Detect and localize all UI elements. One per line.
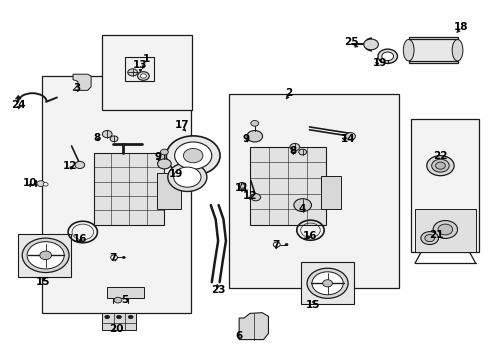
Text: 19: 19 — [169, 168, 183, 179]
Circle shape — [290, 143, 300, 150]
Bar — [125, 57, 154, 81]
Text: 17: 17 — [175, 121, 190, 130]
Text: 8: 8 — [289, 145, 296, 156]
Circle shape — [117, 315, 122, 319]
Text: 15: 15 — [35, 277, 50, 287]
Text: 23: 23 — [211, 285, 226, 296]
Text: 14: 14 — [341, 134, 356, 144]
Bar — [42, 76, 191, 314]
Circle shape — [299, 149, 307, 155]
Circle shape — [421, 231, 439, 244]
Circle shape — [425, 234, 435, 242]
Bar — [250, 147, 326, 225]
Circle shape — [141, 74, 147, 78]
Text: 16: 16 — [73, 234, 87, 244]
Circle shape — [323, 280, 332, 287]
Circle shape — [22, 238, 69, 273]
Circle shape — [75, 161, 85, 168]
Text: 19: 19 — [373, 58, 387, 68]
Circle shape — [105, 315, 110, 319]
Circle shape — [432, 159, 449, 172]
Circle shape — [183, 148, 203, 163]
Text: 20: 20 — [109, 324, 123, 334]
Circle shape — [312, 272, 343, 295]
Text: 16: 16 — [303, 231, 317, 240]
Polygon shape — [73, 74, 91, 90]
Circle shape — [168, 163, 207, 192]
Circle shape — [37, 181, 45, 186]
Circle shape — [294, 199, 312, 212]
Circle shape — [43, 183, 48, 186]
Circle shape — [138, 72, 149, 80]
Bar — [411, 119, 479, 252]
Polygon shape — [239, 313, 269, 339]
Text: 7: 7 — [109, 253, 117, 263]
Text: 18: 18 — [454, 22, 468, 32]
Bar — [157, 173, 180, 209]
Text: 12: 12 — [63, 161, 77, 171]
Circle shape — [122, 256, 125, 258]
Circle shape — [247, 131, 263, 142]
Text: 1: 1 — [143, 54, 150, 64]
Polygon shape — [15, 95, 21, 99]
Circle shape — [160, 149, 168, 155]
Text: 6: 6 — [236, 331, 243, 341]
Text: 15: 15 — [306, 300, 320, 310]
Circle shape — [378, 49, 397, 63]
Text: 9: 9 — [243, 134, 249, 144]
Text: 5: 5 — [121, 295, 128, 305]
Circle shape — [158, 159, 171, 169]
Circle shape — [364, 39, 378, 50]
Text: 9: 9 — [154, 152, 162, 162]
Text: 13: 13 — [133, 60, 147, 70]
Circle shape — [111, 255, 118, 260]
Bar — [102, 35, 192, 110]
Text: 11: 11 — [235, 183, 249, 193]
Bar — [107, 287, 144, 298]
Circle shape — [285, 243, 288, 246]
Circle shape — [110, 136, 118, 141]
Circle shape — [438, 224, 453, 235]
Bar — [301, 262, 354, 304]
Text: 3: 3 — [74, 83, 81, 93]
Circle shape — [128, 69, 138, 76]
Circle shape — [307, 268, 348, 298]
Circle shape — [238, 183, 246, 188]
Circle shape — [174, 142, 212, 169]
Bar — [94, 153, 164, 225]
Text: 10: 10 — [23, 178, 37, 188]
Circle shape — [427, 156, 454, 176]
Circle shape — [27, 242, 64, 269]
Circle shape — [166, 136, 220, 175]
Bar — [321, 176, 341, 209]
Circle shape — [40, 251, 51, 260]
Circle shape — [433, 221, 458, 238]
Text: 22: 22 — [433, 150, 448, 161]
Text: 7: 7 — [272, 240, 279, 250]
Text: 21: 21 — [429, 230, 444, 239]
Circle shape — [102, 131, 112, 138]
Bar — [18, 234, 71, 277]
Circle shape — [436, 162, 445, 169]
Text: 8: 8 — [94, 133, 101, 143]
Text: 24: 24 — [11, 100, 25, 110]
Circle shape — [114, 297, 122, 303]
Circle shape — [128, 315, 133, 319]
Circle shape — [273, 242, 280, 247]
Bar — [409, 37, 458, 63]
Ellipse shape — [452, 40, 463, 61]
Circle shape — [173, 167, 201, 187]
Text: 2: 2 — [285, 88, 293, 98]
Circle shape — [251, 194, 261, 201]
Bar — [102, 313, 136, 330]
Text: 25: 25 — [344, 37, 359, 47]
Circle shape — [382, 52, 393, 60]
Text: 4: 4 — [299, 204, 306, 215]
Circle shape — [251, 121, 259, 126]
Text: 12: 12 — [243, 191, 257, 201]
Circle shape — [345, 133, 355, 140]
Bar — [415, 210, 476, 252]
Bar — [229, 94, 399, 288]
Ellipse shape — [403, 40, 414, 61]
